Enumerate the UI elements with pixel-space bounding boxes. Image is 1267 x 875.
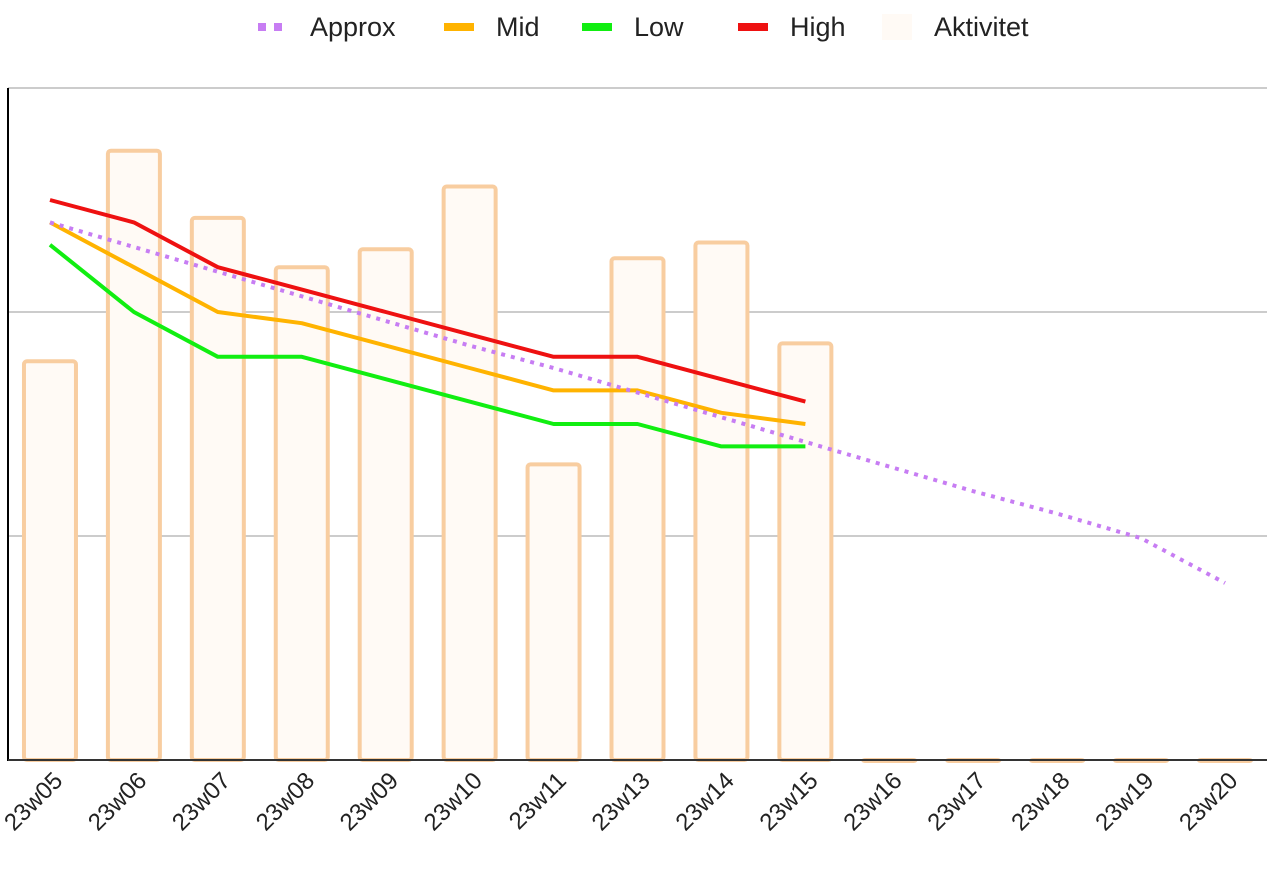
line-approx [49, 220, 1226, 585]
x-tick-label: 23w20 [1174, 767, 1243, 836]
legend-label: Low [634, 12, 684, 42]
x-tick-label: 23w05 [0, 767, 68, 836]
line-high [49, 198, 806, 404]
x-tick-label: 23w15 [755, 767, 824, 836]
bar-23w07 [189, 215, 246, 763]
legend-label: High [790, 12, 846, 42]
bar-23w09 [357, 247, 414, 762]
x-tick-label: 23w17 [922, 767, 991, 836]
x-tick-label: 23w08 [251, 767, 320, 836]
bar-23w13 [609, 256, 666, 762]
x-tick-label: 23w13 [587, 767, 656, 836]
bar-23w15 [777, 341, 834, 762]
x-tick-label: 23w09 [335, 767, 404, 836]
bar-23w06 [105, 148, 162, 763]
legend-swatch [882, 14, 912, 40]
bar-23w08 [273, 265, 330, 762]
axes [7, 88, 1267, 761]
legend-label: Approx [310, 12, 396, 42]
x-tick-label: 23w06 [83, 767, 152, 836]
x-tick-label: 23w18 [1006, 767, 1075, 836]
x-tick-label: 23w07 [167, 767, 236, 836]
legend-label: Mid [496, 12, 540, 42]
line-low [48, 243, 806, 449]
bar-23w14 [693, 240, 750, 762]
legend-label: Aktivitet [934, 12, 1029, 42]
x-tick-label: 23w14 [671, 767, 740, 836]
bar-23w05 [21, 359, 78, 762]
legend-item-mid: Mid [444, 12, 540, 42]
legend-item-approx: Approx [258, 12, 396, 42]
series-lines [48, 198, 1226, 585]
legend-item-aktivitet: Aktivitet [882, 12, 1029, 42]
legend-item-high: High [738, 12, 846, 42]
bar-23w10 [441, 184, 498, 762]
x-tick-label: 23w19 [1090, 767, 1159, 836]
legend-item-low: Low [582, 12, 684, 42]
bar-23w11 [525, 462, 582, 762]
bars [21, 148, 1254, 763]
legend: Approx Mid Low High Aktivitet [258, 12, 1029, 42]
line-mid [49, 220, 806, 426]
x-tick-label: 23w11 [504, 767, 572, 835]
x-tick-label: 23w16 [838, 767, 907, 836]
x-tick-label: 23w10 [419, 767, 488, 836]
x-tick-labels: 23w05 23w06 23w07 23w08 23w09 23w10 23w11 23w13… [0, 767, 1243, 836]
